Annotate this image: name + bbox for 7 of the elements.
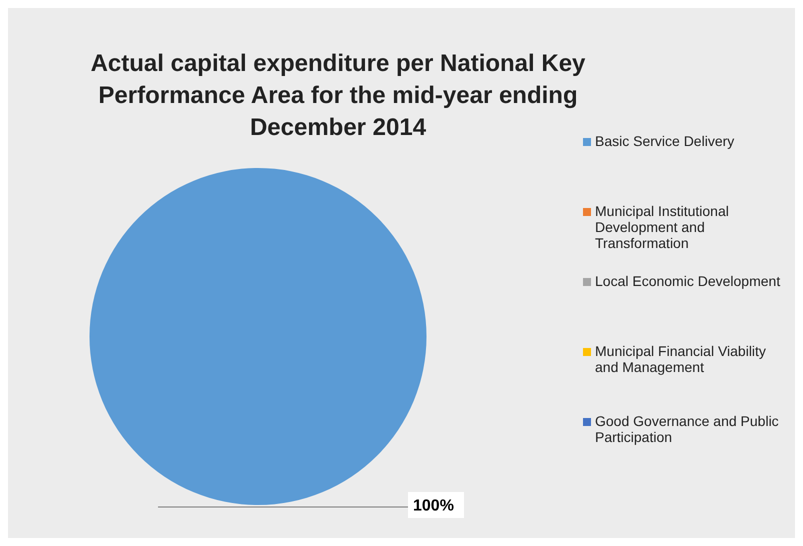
- legend-label: Local Economic Development: [595, 273, 780, 289]
- legend-label: Municipal Institutional Development and Transformation: [595, 203, 730, 251]
- legend-label: Municipal Financial Viability and Management: [595, 343, 767, 375]
- data-label: 100%: [413, 497, 454, 514]
- legend-label: Good Governance and Public Participation: [595, 413, 780, 445]
- legend-label: Basic Service Delivery: [595, 133, 734, 149]
- chart-title: Actual capital expenditure per National Key Performance Area for the mid-year ending December 2014: [90, 50, 586, 141]
